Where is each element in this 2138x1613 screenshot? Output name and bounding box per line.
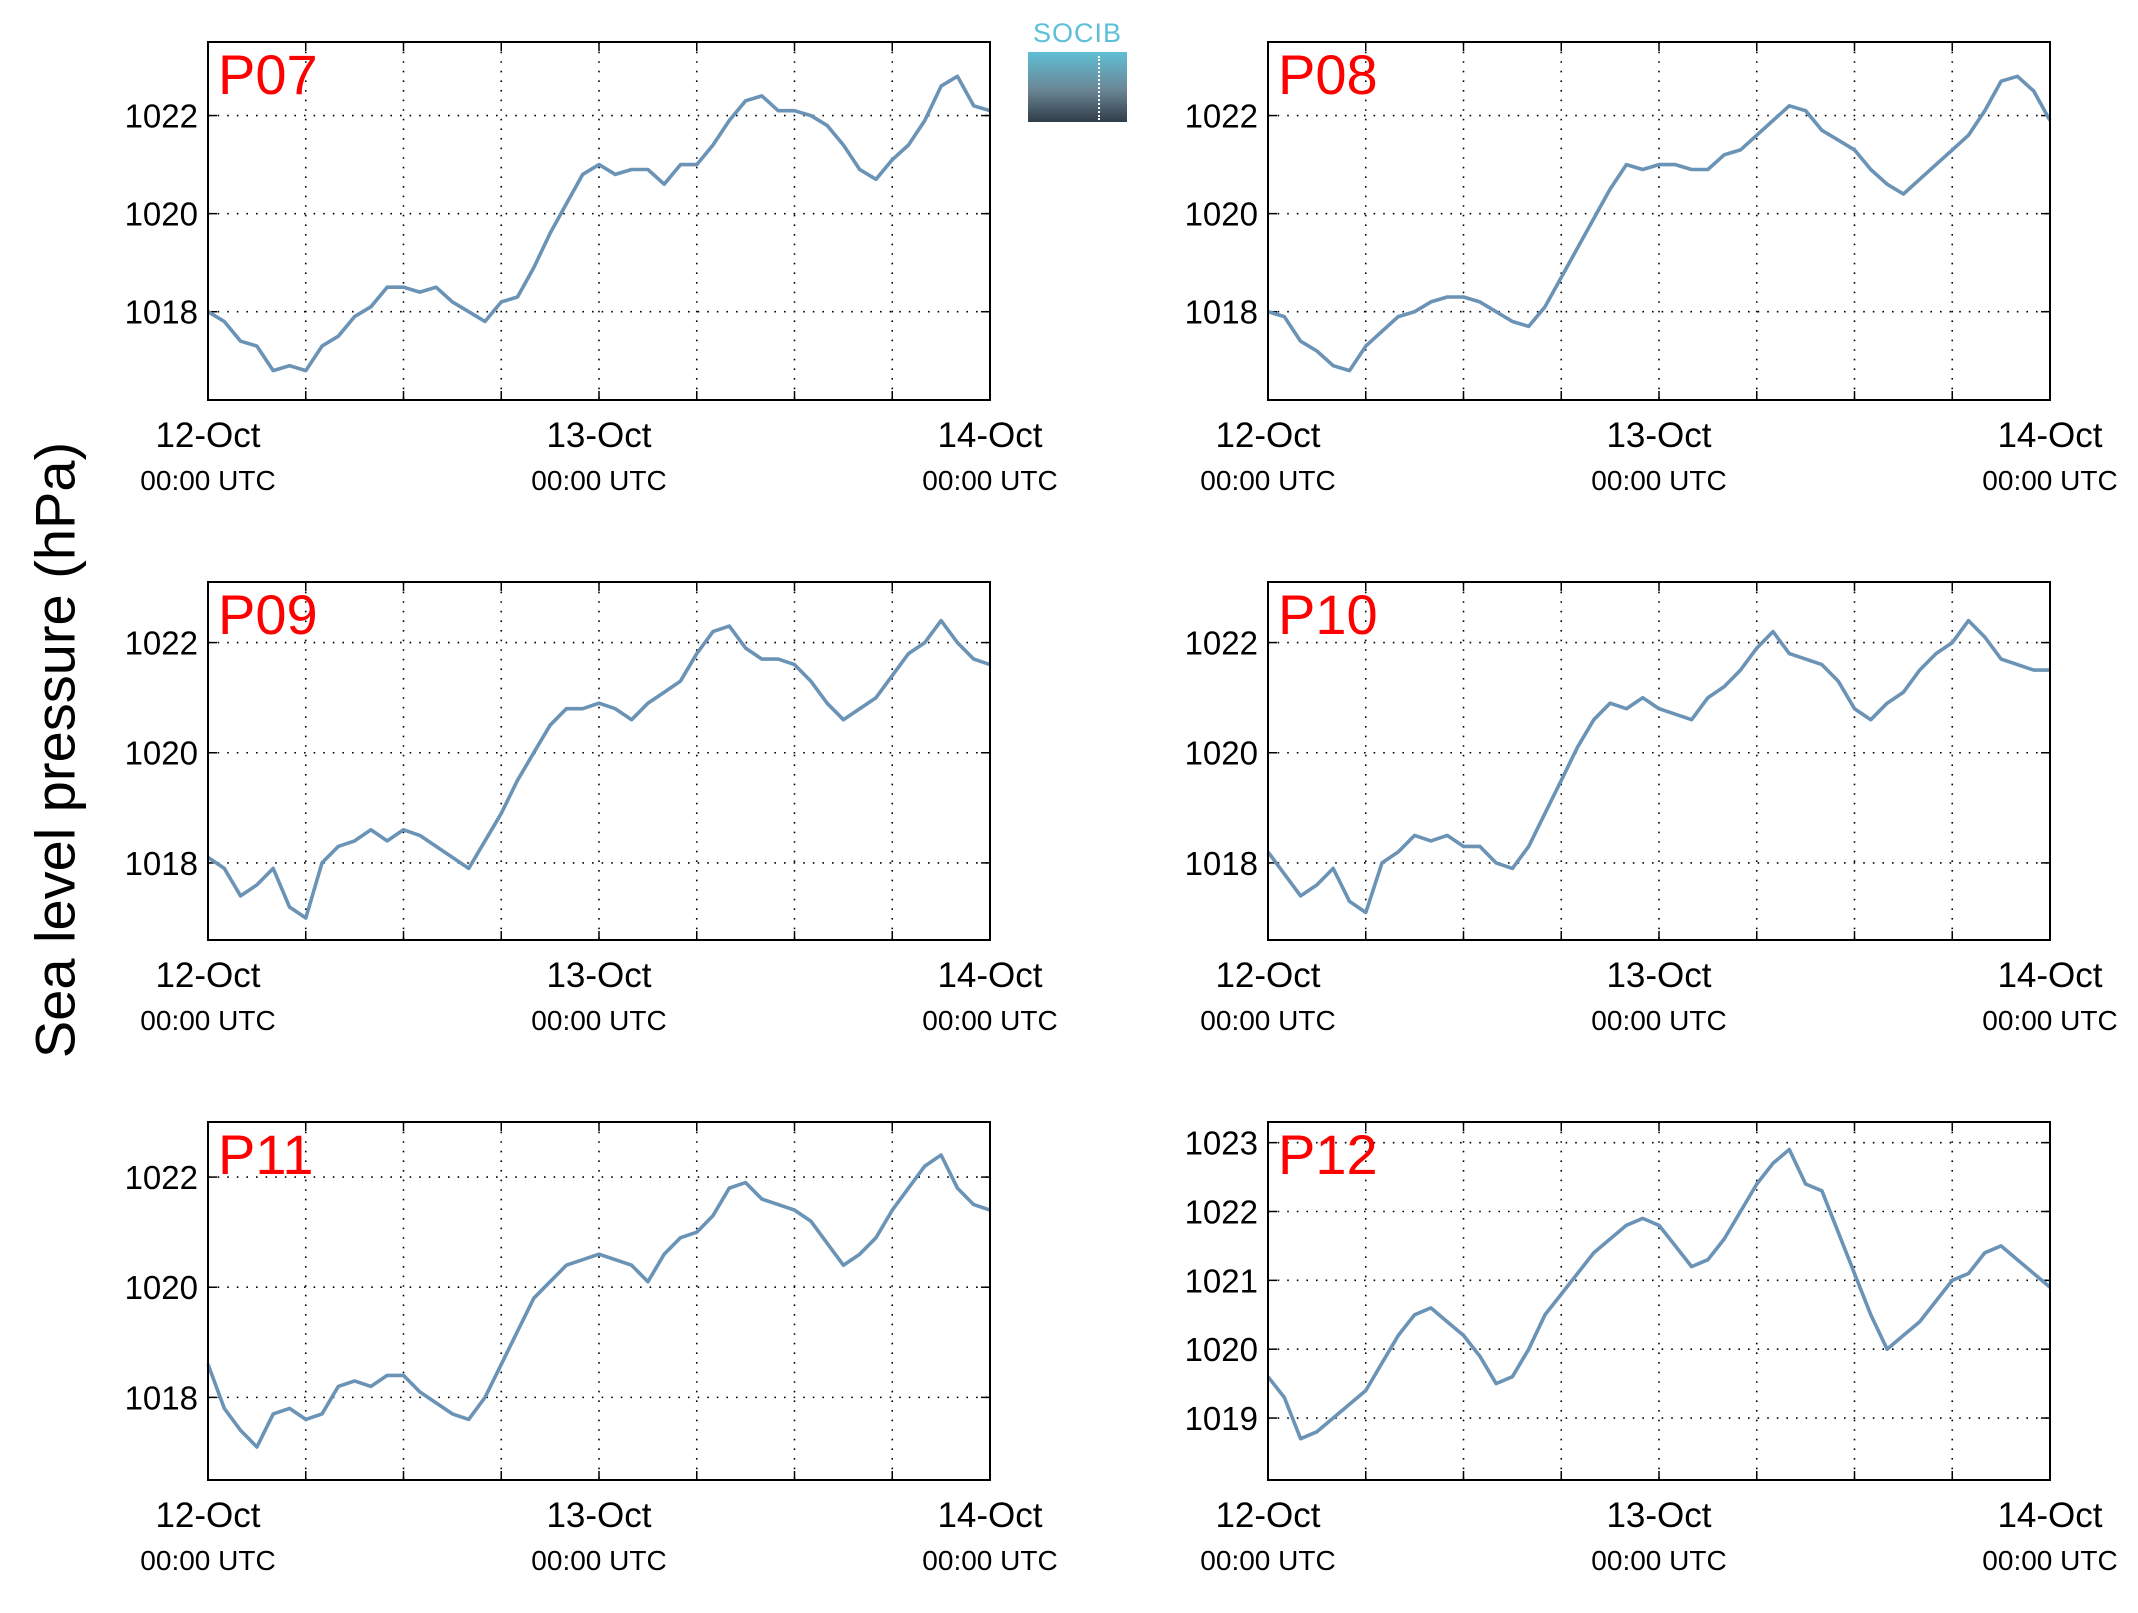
x-tick-label-time: 00:00 UTC (1200, 1545, 1335, 1576)
panel-label: P10 (1278, 583, 1378, 646)
logo-dotted-line (1098, 56, 1100, 120)
chart-panel-p08: 1018 1020 1022 12-Oct 00:00 UTC 13-Oct 00:00 U… (1185, 41, 2118, 496)
x-tick-label-date: 13-Oct (1606, 1496, 1711, 1535)
y-tick-label: 1020 (1185, 196, 1258, 233)
panel-label: P07 (218, 43, 318, 106)
x-tick-label-time: 00:00 UTC (1200, 1005, 1335, 1036)
x-tick-label-date: 12-Oct (155, 956, 260, 995)
y-tick-label: 1018 (125, 1379, 198, 1416)
y-tick-label: 1022 (1185, 625, 1258, 662)
plot-frame (1267, 1121, 2051, 1481)
logo-text: SOCIB (1032, 18, 1123, 48)
x-tick-label-time: 00:00 UTC (1591, 1005, 1726, 1036)
x-tick-label-time: 00:00 UTC (531, 1545, 666, 1576)
chart-panel-p10: 1018 1020 1022 12-Oct 00:00 UTC 13-Oct 00:00 U… (1185, 581, 2118, 1036)
y-tick-label: 1020 (125, 196, 198, 233)
y-tick-label: 1022 (125, 1159, 198, 1196)
x-tick-label-time: 00:00 UTC (1591, 465, 1726, 496)
x-tick-label-time: 00:00 UTC (1982, 1545, 2117, 1576)
y-tick-label: 1020 (1185, 1331, 1258, 1368)
y-tick-label: 1022 (125, 625, 198, 662)
y-tick-label: 1022 (125, 98, 198, 135)
chart-panel-p07: 1018 1020 1022 12-Oct 00:00 UTC 13-Oct 00:00 U… (125, 41, 1058, 496)
x-tick-label-time: 00:00 UTC (922, 1005, 1057, 1036)
x-tick-label-date: 13-Oct (546, 416, 651, 455)
plot-frame (1267, 581, 2051, 941)
y-tick-label: 1020 (125, 1269, 198, 1306)
plot-frame (207, 581, 991, 941)
x-tick-label-date: 13-Oct (546, 1496, 651, 1535)
data-line (206, 618, 991, 920)
plot-frame (1267, 41, 2051, 401)
x-tick-label-time: 00:00 UTC (531, 1005, 666, 1036)
y-tick-label: 1020 (1185, 735, 1258, 772)
y-tick-label: 1023 (1185, 1125, 1258, 1162)
y-tick-label: 1022 (1185, 98, 1258, 135)
y-tick-label: 1019 (1185, 1400, 1258, 1437)
x-tick-label-date: 14-Oct (937, 416, 1042, 455)
x-tick-label-date: 12-Oct (1215, 416, 1320, 455)
x-tick-label-date: 14-Oct (1997, 956, 2102, 995)
y-axis-label: Sea level pressure (hPa) (23, 441, 87, 1059)
x-tick-label-date: 13-Oct (1606, 956, 1711, 995)
x-tick-label-date: 13-Oct (1606, 416, 1711, 455)
x-tick-label-date: 12-Oct (1215, 956, 1320, 995)
x-tick-label-time: 00:00 UTC (140, 465, 275, 496)
data-line (1266, 618, 2050, 915)
x-tick-label-time: 00:00 UTC (1982, 465, 2117, 496)
y-tick-label: 1018 (125, 294, 198, 331)
data-line (1267, 74, 2052, 373)
x-tick-label-time: 00:00 UTC (922, 465, 1057, 496)
data-line (1266, 1147, 2052, 1441)
x-tick-label-date: 13-Oct (546, 956, 651, 995)
panel-label: P11 (218, 1123, 313, 1186)
y-tick-label: 1021 (1185, 1262, 1258, 1299)
y-tick-label: 1018 (125, 845, 198, 882)
chart-panel-p12: 1019 1020 1021 1022 1023 12-Oct 00:00 UTC 13-Oc… (1185, 1121, 2118, 1576)
x-tick-label-date: 14-Oct (1997, 416, 2102, 455)
plot-frame (207, 41, 991, 401)
x-tick-label-time: 00:00 UTC (1591, 1545, 1726, 1576)
panel-label: P09 (218, 583, 318, 646)
x-tick-label-date: 12-Oct (155, 1496, 260, 1535)
x-tick-label-date: 14-Oct (937, 956, 1042, 995)
logo-block (1028, 52, 1127, 122)
x-tick-label-time: 00:00 UTC (140, 1005, 275, 1036)
x-tick-label-time: 00:00 UTC (1982, 1005, 2117, 1036)
x-tick-label-date: 12-Oct (155, 416, 260, 455)
x-tick-label-date: 14-Oct (1997, 1496, 2102, 1535)
y-tick-label: 1018 (1185, 845, 1258, 882)
x-tick-label-time: 00:00 UTC (1200, 465, 1335, 496)
y-tick-label: 1022 (1185, 1194, 1258, 1231)
panel-label: P08 (1278, 43, 1378, 106)
chart-panel-p11: 1018 1020 1022 12-Oct 00:00 UTC 13-Oct 00:00 U… (125, 1121, 1058, 1576)
x-tick-label-date: 14-Oct (937, 1496, 1042, 1535)
plot-frame (207, 1121, 991, 1481)
x-tick-label-time: 00:00 UTC (140, 1545, 275, 1576)
x-tick-label-date: 12-Oct (1215, 1496, 1320, 1535)
x-tick-label-time: 00:00 UTC (922, 1545, 1057, 1576)
chart-panel-p09: 1018 1020 1022 12-Oct 00:00 UTC 13-Oct 00:00 U… (125, 581, 1058, 1036)
socib-logo: SOCIB (1028, 18, 1127, 122)
data-line (207, 74, 991, 373)
data-line (206, 1153, 991, 1449)
y-tick-label: 1018 (1185, 294, 1258, 331)
y-tick-label: 1020 (125, 735, 198, 772)
panel-label: P12 (1278, 1123, 1378, 1186)
x-tick-label-time: 00:00 UTC (531, 465, 666, 496)
